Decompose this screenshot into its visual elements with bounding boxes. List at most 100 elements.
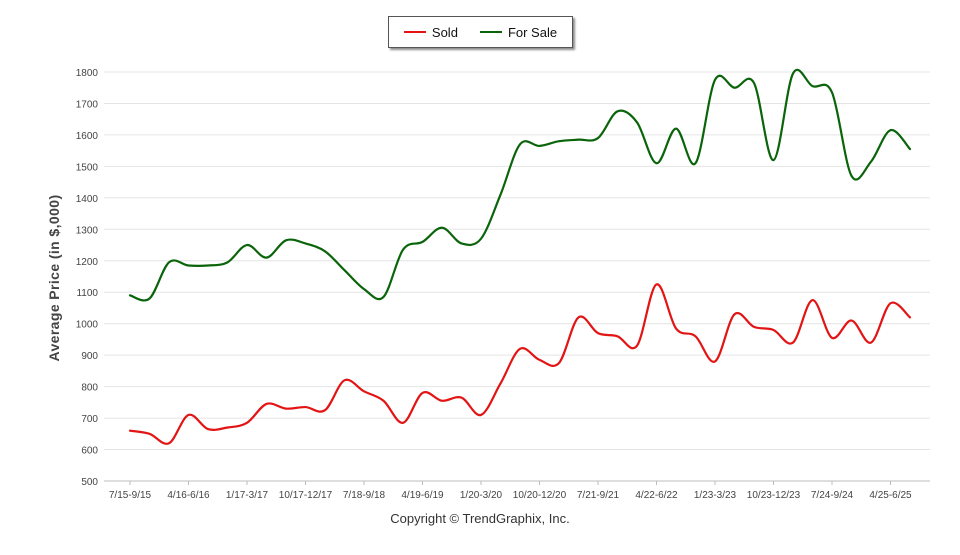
data-point-for-sale-14: [401, 247, 406, 252]
data-point-for-sale-13: [381, 294, 386, 299]
data-point-sold-12: [362, 389, 367, 394]
series-line-sold: [128, 283, 912, 445]
series-line-for-sale: [128, 68, 912, 302]
y-tick-label-1800: 1800: [76, 68, 99, 79]
legend-swatch-sold: [403, 31, 426, 33]
data-point-for-sale-4: [206, 263, 211, 268]
data-point-sold-26: [635, 343, 640, 348]
x-tick-label-11: 10/23-12/23: [747, 490, 801, 501]
data-point-sold-13: [381, 398, 386, 403]
data-point-for-sale-18: [479, 236, 484, 241]
data-point-sold-15: [420, 390, 425, 395]
x-tick-label-2: 1/17-3/17: [226, 490, 269, 501]
y-tick-label-1600: 1600: [76, 131, 99, 142]
legend-label-for-sale: For Sale: [507, 24, 558, 40]
data-point-sold-0: [128, 428, 133, 433]
y-tick-label-600: 600: [81, 446, 98, 457]
data-point-sold-24: [596, 331, 601, 336]
data-point-sold-28: [674, 326, 679, 331]
data-point-for-sale-38: [869, 159, 874, 164]
data-point-sold-33: [771, 327, 776, 332]
data-point-for-sale-35: [810, 84, 815, 89]
data-point-for-sale-23: [576, 137, 581, 142]
data-point-sold-34: [791, 340, 796, 345]
data-point-sold-37: [849, 318, 854, 323]
data-point-sold-8: [284, 406, 289, 411]
data-point-for-sale-36: [830, 90, 835, 95]
data-point-sold-16: [440, 398, 445, 403]
data-point-for-sale-2: [167, 260, 172, 265]
data-point-for-sale-20: [518, 142, 523, 147]
y-tick-label-1500: 1500: [76, 162, 99, 173]
y-tick-label-800: 800: [81, 383, 98, 394]
y-tick-label-1300: 1300: [76, 225, 99, 236]
data-point-sold-10: [323, 408, 328, 413]
data-point-sold-17: [459, 395, 464, 400]
data-point-sold-14: [401, 420, 406, 425]
x-tick-label-10: 1/23-3/23: [694, 490, 737, 501]
copyright-text: Copyright © TrendGraphix, Inc.: [390, 511, 570, 526]
data-point-sold-22: [557, 361, 562, 366]
data-point-sold-39: [888, 301, 893, 306]
data-point-for-sale-29: [693, 161, 698, 166]
data-point-for-sale-40: [908, 147, 913, 152]
data-point-for-sale-37: [849, 173, 854, 178]
data-point-for-sale-15: [420, 239, 425, 244]
x-tick-label-7: 10/20-12/20: [513, 490, 567, 501]
data-point-sold-9: [303, 405, 308, 410]
legend-swatch-for-sale: [479, 31, 502, 33]
data-point-for-sale-22: [557, 139, 562, 144]
data-point-for-sale-12: [362, 287, 367, 292]
x-tick-label-6: 1/20-3/20: [460, 490, 503, 501]
x-tick-label-5: 4/19-6/19: [401, 490, 444, 501]
data-point-for-sale-17: [459, 241, 464, 246]
legend-label-sold: Sold: [431, 24, 458, 40]
data-point-for-sale-32: [752, 81, 757, 86]
data-point-sold-30: [713, 359, 718, 364]
data-point-for-sale-30: [713, 77, 718, 82]
data-point-sold-35: [810, 298, 815, 303]
data-point-sold-36: [830, 335, 835, 340]
data-point-for-sale-3: [186, 263, 191, 268]
y-tick-label-1700: 1700: [76, 99, 99, 110]
data-point-sold-6: [245, 420, 250, 425]
data-point-for-sale-16: [440, 225, 445, 230]
data-point-sold-29: [693, 334, 698, 339]
data-point-for-sale-39: [888, 128, 893, 133]
data-point-for-sale-8: [284, 238, 289, 243]
data-point-for-sale-28: [674, 126, 679, 131]
data-point-for-sale-21: [537, 143, 542, 148]
x-tick-label-9: 4/22-6/22: [635, 490, 678, 501]
y-tick-label-500: 500: [81, 477, 98, 488]
data-point-for-sale-1: [147, 296, 152, 301]
data-point-for-sale-24: [596, 136, 601, 141]
data-point-for-sale-25: [615, 109, 620, 114]
x-tick-label-4: 7/18-9/18: [343, 490, 386, 501]
data-point-sold-5: [225, 425, 230, 430]
data-point-for-sale-11: [342, 268, 347, 273]
data-point-sold-19: [498, 381, 503, 386]
x-tick-label-0: 7/15-9/15: [109, 490, 152, 501]
x-tick-label-1: 4/16-6/16: [167, 490, 210, 501]
y-tick-label-1100: 1100: [76, 288, 98, 299]
y-tick-label-1200: 1200: [76, 257, 99, 268]
data-point-sold-31: [732, 312, 737, 317]
x-tick-label-13: 4/25-6/25: [869, 490, 912, 501]
y-axis-label: Average Price (in $,000): [46, 194, 62, 362]
y-tick-label-900: 900: [81, 351, 98, 362]
x-tick-label-3: 10/17-12/17: [279, 490, 333, 501]
data-point-sold-32: [752, 324, 757, 329]
data-point-for-sale-19: [498, 192, 503, 197]
legend: Sold For Sale: [388, 16, 573, 48]
data-point-for-sale-0: [128, 293, 133, 298]
data-point-sold-20: [518, 346, 523, 351]
data-point-for-sale-6: [245, 243, 250, 248]
data-point-sold-3: [186, 412, 191, 417]
data-point-sold-1: [147, 431, 152, 436]
data-point-sold-25: [615, 334, 620, 339]
data-point-sold-27: [654, 282, 659, 287]
data-point-for-sale-33: [771, 158, 776, 163]
data-point-for-sale-9: [303, 241, 308, 246]
